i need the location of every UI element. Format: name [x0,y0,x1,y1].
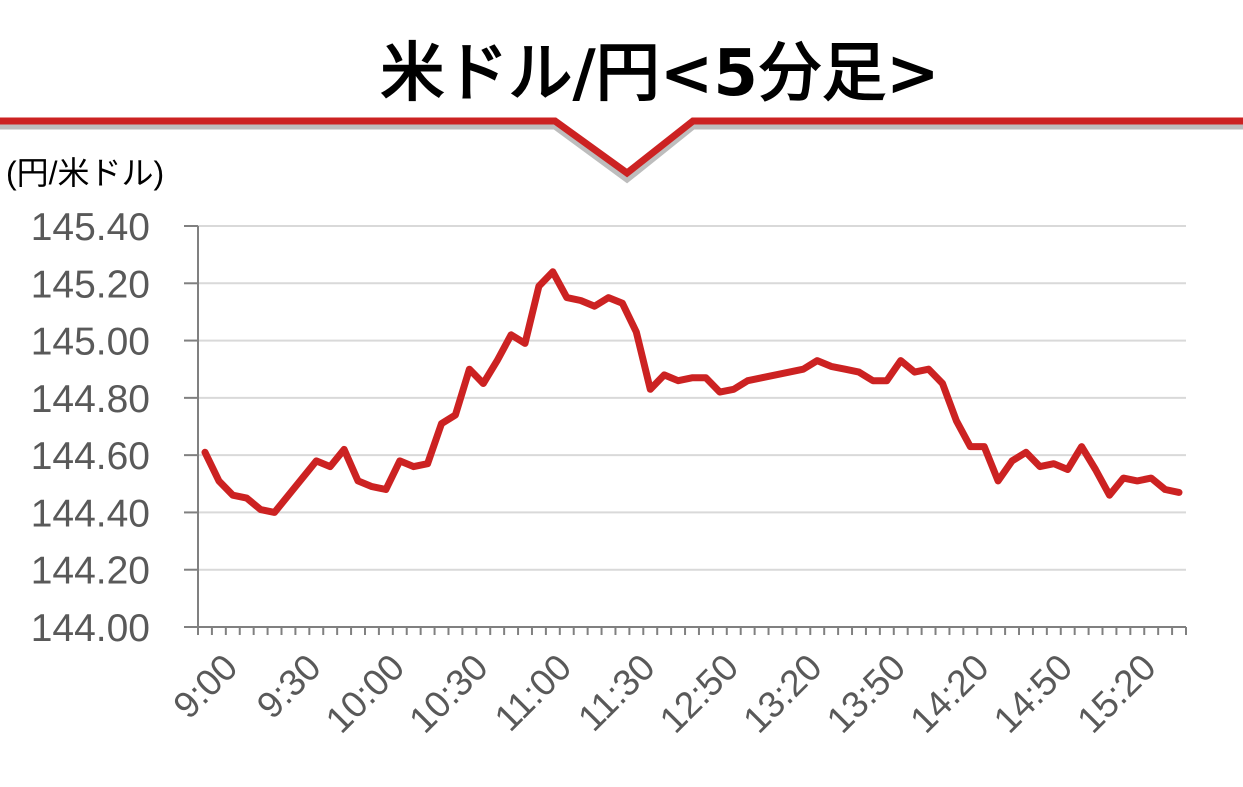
y-tick-label: 144.40 [31,492,150,535]
chart-title: 米ドル/円<5分足> [380,37,939,111]
y-tick-label: 144.00 [31,607,150,650]
y-tick-label: 145.40 [31,206,150,249]
x-tick-label: 13:20 [735,646,829,740]
y-tick-label: 144.60 [31,435,150,478]
y-tick-label: 144.80 [31,378,150,421]
series-layer [201,268,1183,516]
x-tick-label: 13:50 [819,646,913,740]
x-tick-label: 14:20 [902,646,996,740]
x-axis: 9:00 9:3010:0010:3011:0011:3012:5013:2013… [165,626,1187,741]
x-tick-label: 9:00 [165,646,245,726]
x-tick-label: 12:50 [652,646,746,740]
x-tick-label: 14:50 [986,646,1080,740]
y-tick-label: 144.20 [31,550,150,593]
x-tick-label: 11:00 [487,646,580,739]
y-tick-label: 145.00 [31,321,150,364]
y-tick-label: 145.20 [31,263,150,306]
x-tick-label: 15:20 [1069,646,1163,740]
y-axis-unit-label: (円/米ドル) [6,155,164,191]
y-axis-ticks: 144.00 144.20 144.40 144.60 144.80 145.00 145.… [31,206,199,650]
x-tick-label: 10:00 [318,646,412,740]
title-rule-shadow [0,122,1243,184]
title-rule [0,117,1243,178]
series-line [201,268,1183,516]
title-banner: 米ドル/円<5分足> [0,37,1243,184]
x-tick-label: 10:30 [401,646,495,740]
x-tick-label: 11:30 [570,646,663,739]
gridlines [198,225,1186,571]
x-tick-label: 9:30 [249,646,329,726]
